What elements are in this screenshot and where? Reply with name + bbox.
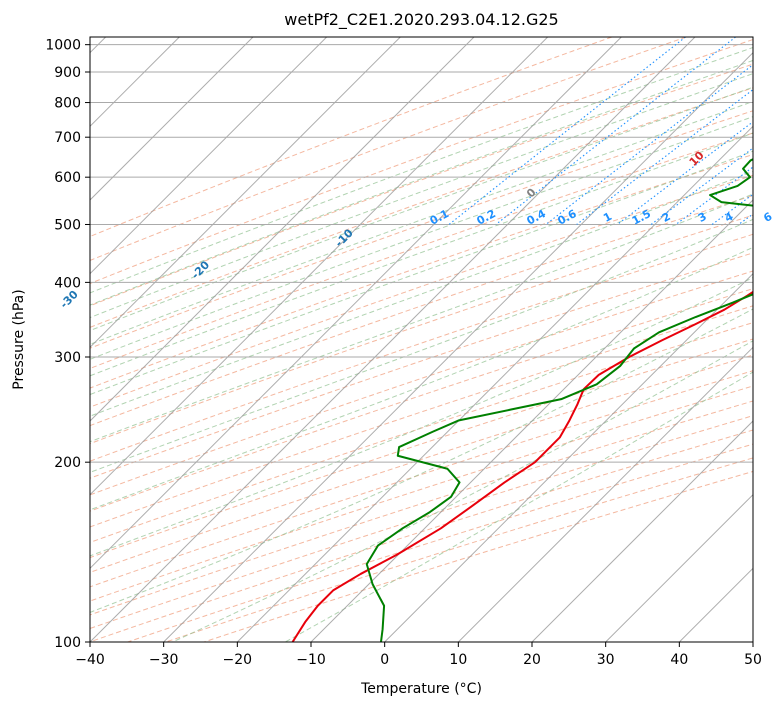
x-tick-label: 10 <box>449 652 467 668</box>
y-tick-label: 900 <box>54 65 81 81</box>
x-tick-label: 30 <box>597 652 615 668</box>
y-tick-label: 800 <box>54 96 81 112</box>
y-tick-label: 500 <box>54 217 81 233</box>
y-tick-label: 300 <box>54 350 81 366</box>
x-tick-label: −40 <box>75 652 105 668</box>
x-tick-label: −20 <box>223 652 253 668</box>
y-tick-label: 600 <box>54 170 81 186</box>
x-tick-label: −10 <box>296 652 326 668</box>
x-tick-label: −30 <box>149 652 179 668</box>
y-tick-label: 700 <box>54 130 81 146</box>
y-axis-title: Pressure (hPa) <box>11 289 27 389</box>
x-tick-label: 0 <box>380 652 389 668</box>
x-tick-label: 20 <box>523 652 541 668</box>
y-tick-label: 400 <box>54 275 81 291</box>
y-tick-label: 100 <box>54 635 81 651</box>
x-axis-title: Temperature (°C) <box>360 681 482 697</box>
x-tick-label: 50 <box>744 652 762 668</box>
y-tick-label: 1000 <box>45 38 81 54</box>
chart-title: wetPf2_C2E1.2020.293.04.12.G25 <box>284 10 558 30</box>
y-tick-label: 200 <box>54 455 81 471</box>
x-tick-label: 40 <box>670 652 688 668</box>
